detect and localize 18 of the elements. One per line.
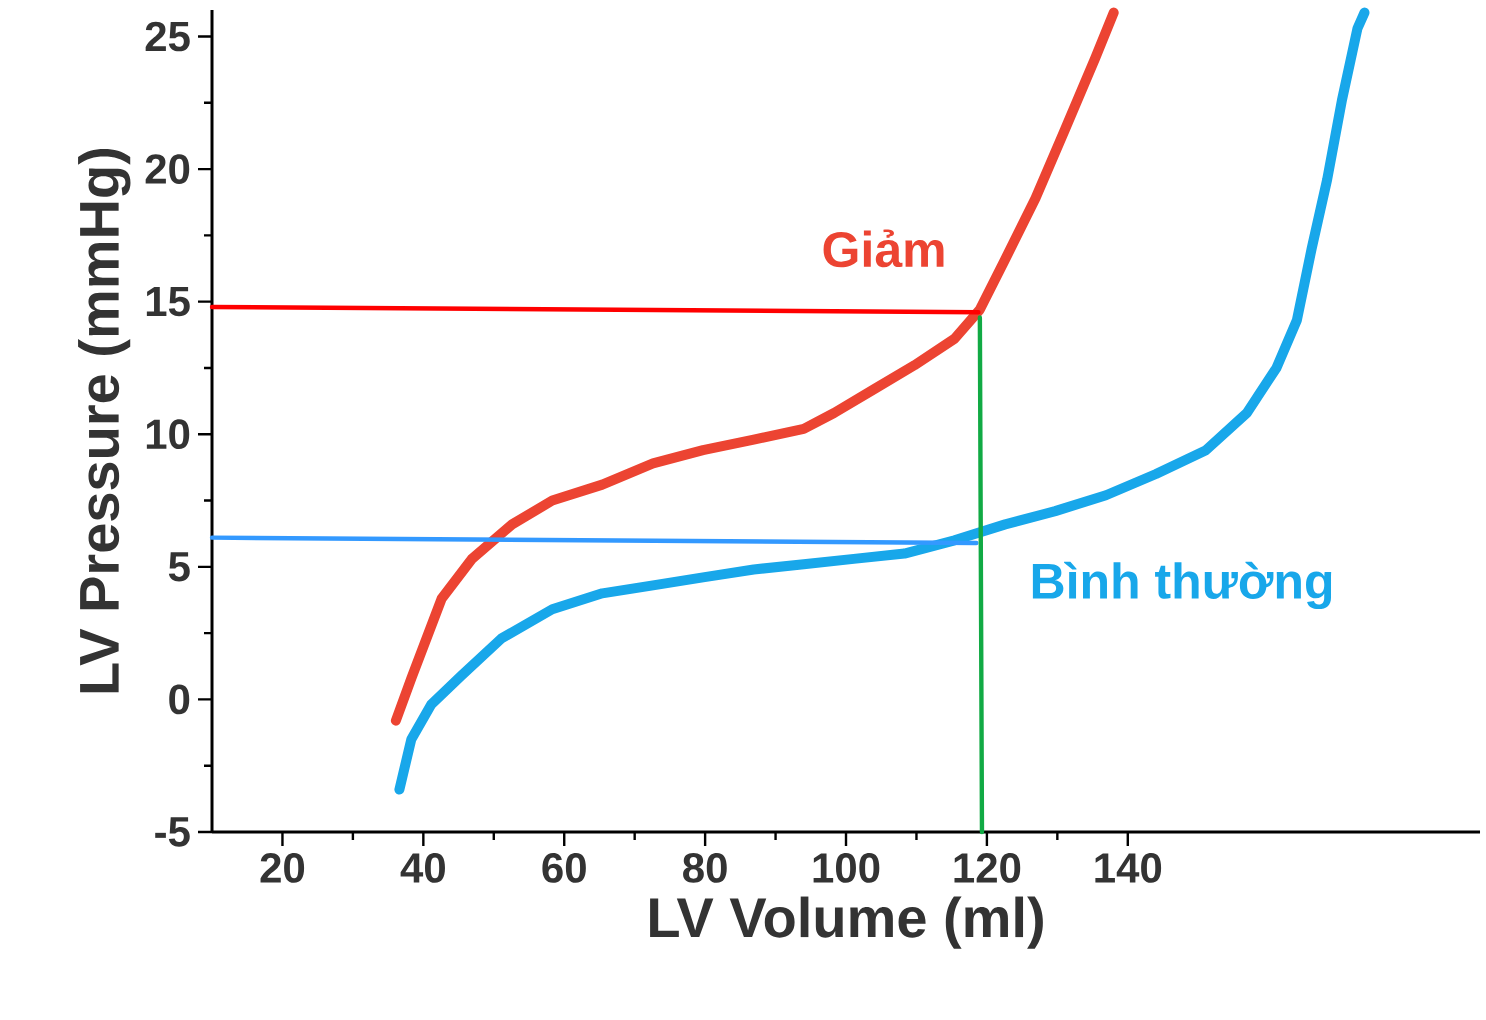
series-label: Bình thường <box>1032 561 1332 610</box>
y-axis-title: LV Pressure (mmHg) <box>78 148 131 693</box>
x-tick-label: 40 <box>400 853 445 883</box>
y-tick-label: 20 <box>145 154 190 184</box>
x-tick-label: 140 <box>1095 853 1162 883</box>
x-tick-label: 120 <box>954 853 1021 883</box>
x-tick-label: 100 <box>813 853 880 883</box>
series-label: Giảm <box>823 229 944 268</box>
x-axis-title: LV Volume (ml) <box>650 896 1043 949</box>
y-tick-label: 10 <box>146 419 190 450</box>
x-tick-label: 80 <box>683 853 727 883</box>
y-tick-label: 25 <box>145 21 190 52</box>
y-tick-label: 5 <box>168 552 190 582</box>
x-tick-label: 20 <box>260 853 305 883</box>
x-tick-label: 60 <box>542 853 586 883</box>
y-tick-label: -5 <box>155 817 190 847</box>
y-tick-label: 0 <box>169 684 190 715</box>
y-tick-label: 15 <box>146 287 190 317</box>
